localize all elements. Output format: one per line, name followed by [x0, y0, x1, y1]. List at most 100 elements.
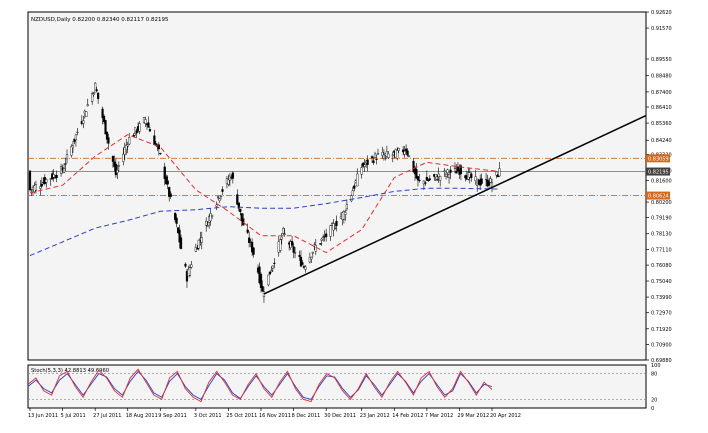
price-tick-label: 0.77110 [651, 247, 672, 253]
candle-body [403, 151, 406, 155]
candle-body [64, 163, 67, 165]
price-tick-label: 0.78130 [651, 232, 672, 238]
candle-body [165, 176, 168, 185]
candle-body [116, 170, 119, 173]
price-tick-label: 0.86410 [651, 105, 672, 111]
price-tick-label: 0.81600 [651, 179, 672, 185]
candle-body [498, 168, 501, 177]
candle-body [261, 286, 264, 292]
current-price-label: 0.82195 [648, 170, 669, 176]
osc-scale-label: 80 [651, 372, 657, 378]
candle-body [382, 154, 386, 159]
candle-body [219, 195, 223, 197]
candle-body [363, 164, 366, 167]
upper-level-box [646, 154, 670, 163]
candle-body [163, 166, 166, 179]
candle-body [251, 242, 254, 253]
candle-body [273, 262, 276, 264]
candle-body [91, 93, 94, 102]
candle-body [221, 189, 224, 192]
candle-body [335, 220, 338, 227]
candle-body [248, 237, 251, 243]
candle-body [333, 227, 337, 230]
price-tick-label: 0.87400 [651, 90, 672, 96]
price-tick-label: 0.76080 [651, 263, 672, 269]
candle-body [320, 238, 323, 241]
price-tick-label: 0.69880 [651, 358, 672, 364]
candle-body [52, 174, 55, 178]
candle-body [71, 145, 75, 149]
candle-body [325, 233, 328, 237]
candle-body [242, 218, 245, 226]
candle-body [455, 170, 458, 174]
candle-body [439, 176, 442, 181]
candle-body [259, 273, 263, 288]
candle-body [216, 196, 220, 198]
candle-body [449, 169, 452, 173]
candle-body [126, 144, 129, 147]
candle-body [470, 173, 473, 178]
candle-body [495, 171, 498, 176]
date-label: 23 Jan 2012 [360, 413, 390, 419]
candle-body [117, 165, 120, 167]
date-label: 29 Mar 2012 [457, 413, 489, 419]
candle-body [236, 194, 239, 205]
candle-body [34, 184, 38, 191]
candle-body [484, 179, 488, 181]
date-label: 13 Jun 2011 [28, 413, 58, 419]
candle-body [218, 198, 221, 201]
candle-body [356, 173, 359, 187]
candle-body [138, 123, 141, 132]
date-label: 18 Aug 2011 [126, 413, 158, 419]
current-price-box [646, 167, 670, 176]
candle-body [443, 170, 446, 172]
candle-body [490, 182, 494, 187]
candle-body [206, 225, 209, 227]
candle-body [489, 178, 492, 183]
candle-body [446, 169, 449, 173]
candle-body [418, 179, 421, 181]
candle-body [94, 82, 97, 94]
candle-body [453, 167, 457, 169]
candle-body [211, 215, 214, 217]
candle-body [184, 263, 187, 267]
date-label: 8 Dec 2011 [292, 413, 321, 419]
candle-body [123, 147, 126, 155]
osc-scale-label: 0 [651, 406, 654, 412]
price-tick-label: 0.75040 [651, 279, 672, 285]
candle-body [271, 265, 274, 269]
candle-body [366, 159, 369, 165]
candle-body [240, 213, 243, 222]
candle-body [447, 174, 451, 178]
date-label: 3 Oct 2011 [194, 413, 222, 419]
candle-body [135, 130, 138, 134]
candle-body [179, 237, 183, 249]
main-plot-frame [27, 11, 647, 361]
oscillator-frame [27, 364, 647, 409]
candle-body [148, 129, 152, 132]
candle-body [188, 267, 192, 276]
candle-body [166, 180, 169, 185]
candle-body [54, 177, 57, 179]
price-tick-label: 0.80200 [651, 200, 672, 206]
lower-level-box [646, 191, 670, 200]
candle-body [487, 181, 491, 186]
candle-body [76, 131, 79, 133]
osc-scale-label: 100 [651, 363, 661, 369]
candle-body [73, 138, 76, 142]
candle-body [197, 239, 200, 249]
date-label: 7 Mar 2012 [425, 413, 454, 419]
candle-body [282, 228, 285, 234]
moving-average-0 [29, 134, 500, 254]
candle-body [292, 246, 295, 253]
candle-body [62, 168, 66, 173]
candle-body [350, 195, 353, 202]
candle-body [28, 170, 32, 191]
candle-body [406, 150, 409, 156]
candle-body [279, 239, 282, 251]
osc-scale-label: 20 [651, 397, 657, 403]
moving-average-1 [29, 187, 500, 257]
lower-level-label: 0.80624 [648, 194, 669, 200]
candle-body [239, 208, 242, 213]
